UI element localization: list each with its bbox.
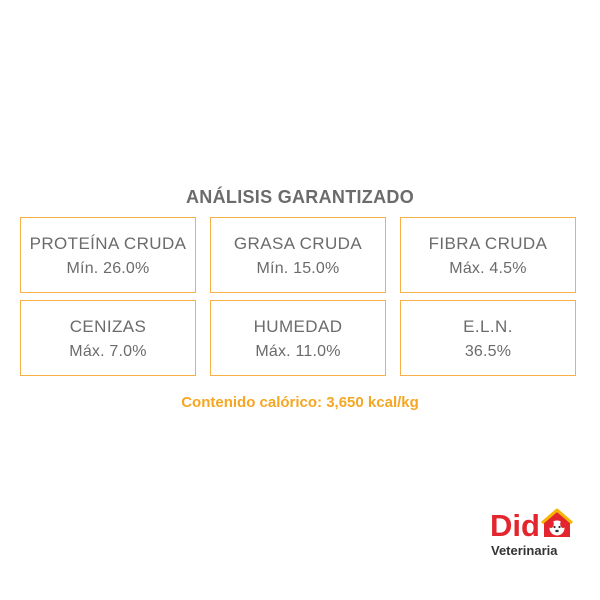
nutrient-card-protein: PROTEÍNA CRUDA Mín. 26.0% [20,217,196,293]
nutrient-label: FIBRA CRUDA [428,234,548,253]
nutrient-card-ash: CENIZAS Máx. 7.0% [20,300,196,376]
nutrient-label: E.L.N. [463,317,513,336]
nutrient-value: 36.5% [464,343,512,360]
caloric-content: Contenido calórico: 3,650 kcal/kg [181,394,419,411]
logo-wordmark: Did [490,508,540,543]
nutrient-card-fiber: FIBRA CRUDA Máx. 4.5% [400,217,576,293]
nutrient-card-moisture: HUMEDAD Máx. 11.0% [210,300,386,376]
nutrient-label: CENIZAS [69,317,147,336]
nutrient-value: Mín. 26.0% [66,260,150,277]
nutrient-value: Máx. 11.0% [255,343,341,360]
nutrient-value: Máx. 7.0% [69,343,147,360]
dido-veterinaria-logo: Did Veterinaria [490,508,573,558]
dog-face-in-house-icon [541,508,573,537]
nutrient-value: Mín. 15.0% [256,260,340,277]
analysis-title: ANÁLISIS GARANTIZADO [186,187,414,207]
nutrient-value: Máx. 4.5% [449,260,527,277]
nutrient-label: PROTEÍNA CRUDA [29,234,187,253]
logo-subtitle: Veterinaria [491,543,558,558]
nutrient-label: HUMEDAD [253,317,343,336]
nutrient-card-fat: GRASA CRUDA Mín. 15.0% [210,217,386,293]
nutrient-label: GRASA CRUDA [233,234,363,253]
nutrient-card-eln: E.L.N. 36.5% [400,300,576,376]
